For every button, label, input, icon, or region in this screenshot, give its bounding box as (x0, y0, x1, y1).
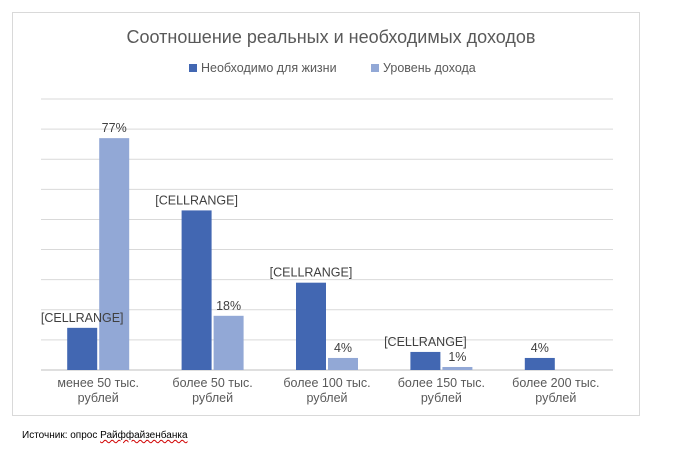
bar-needed (181, 210, 212, 370)
bar-needed (296, 282, 326, 370)
x-tick-label: более 150 тыс. рублей (398, 376, 485, 405)
legend-swatch (189, 64, 197, 72)
data-label: [CELLRANGE] (270, 266, 353, 280)
bars (67, 138, 555, 370)
legend: Необходимо для жизни Уровень дохода (189, 61, 476, 75)
data-label: [CELLRANGE] (155, 193, 238, 207)
bar-needed (524, 357, 555, 370)
bar-income (99, 138, 130, 370)
data-label: [CELLRANGE] (41, 311, 124, 325)
x-tick-label: более 100 тыс. рублей (283, 376, 370, 405)
source-name: Райффайзенбанка (100, 430, 188, 441)
source-prefix: Источник: опрос (22, 430, 101, 441)
data-label: [CELLRANGE] (384, 335, 467, 349)
chart-svg: Соотношение реальных и необходимых доход… (41, 27, 613, 405)
x-tick-label: более 200 тыс. рублей (512, 376, 599, 405)
x-tick-label: менее 50 тыс. рублей (57, 376, 139, 405)
x-tick-label: более 50 тыс. рублей (172, 376, 252, 405)
chart-frame: Соотношение реальных и необходимых доход… (12, 12, 640, 416)
data-label: 4% (334, 341, 352, 355)
bar-income (442, 366, 473, 370)
data-labels: [CELLRANGE] 77% [CELLRANGE] 18% [CELLRANGE] 4… (41, 121, 549, 364)
data-label: 4% (531, 341, 549, 355)
data-label: 77% (102, 121, 127, 135)
gridlines (41, 98, 613, 371)
bar-income (328, 357, 358, 370)
legend-swatch (371, 64, 379, 72)
x-axis-ticks: менее 50 тыс. рублей более 50 тыс. рублей бо… (57, 376, 599, 405)
legend-label: Уровень дохода (383, 61, 476, 75)
source-note: Источник: опрос Райффайзенбанка (22, 430, 188, 441)
bar-income (213, 315, 244, 370)
bar-needed (67, 327, 98, 370)
bar-needed (410, 351, 441, 370)
legend-label: Необходимо для жизни (201, 61, 337, 75)
chart-title: Соотношение реальных и необходимых доход… (127, 27, 536, 47)
data-label: 1% (448, 350, 466, 364)
data-label: 18% (216, 299, 241, 313)
